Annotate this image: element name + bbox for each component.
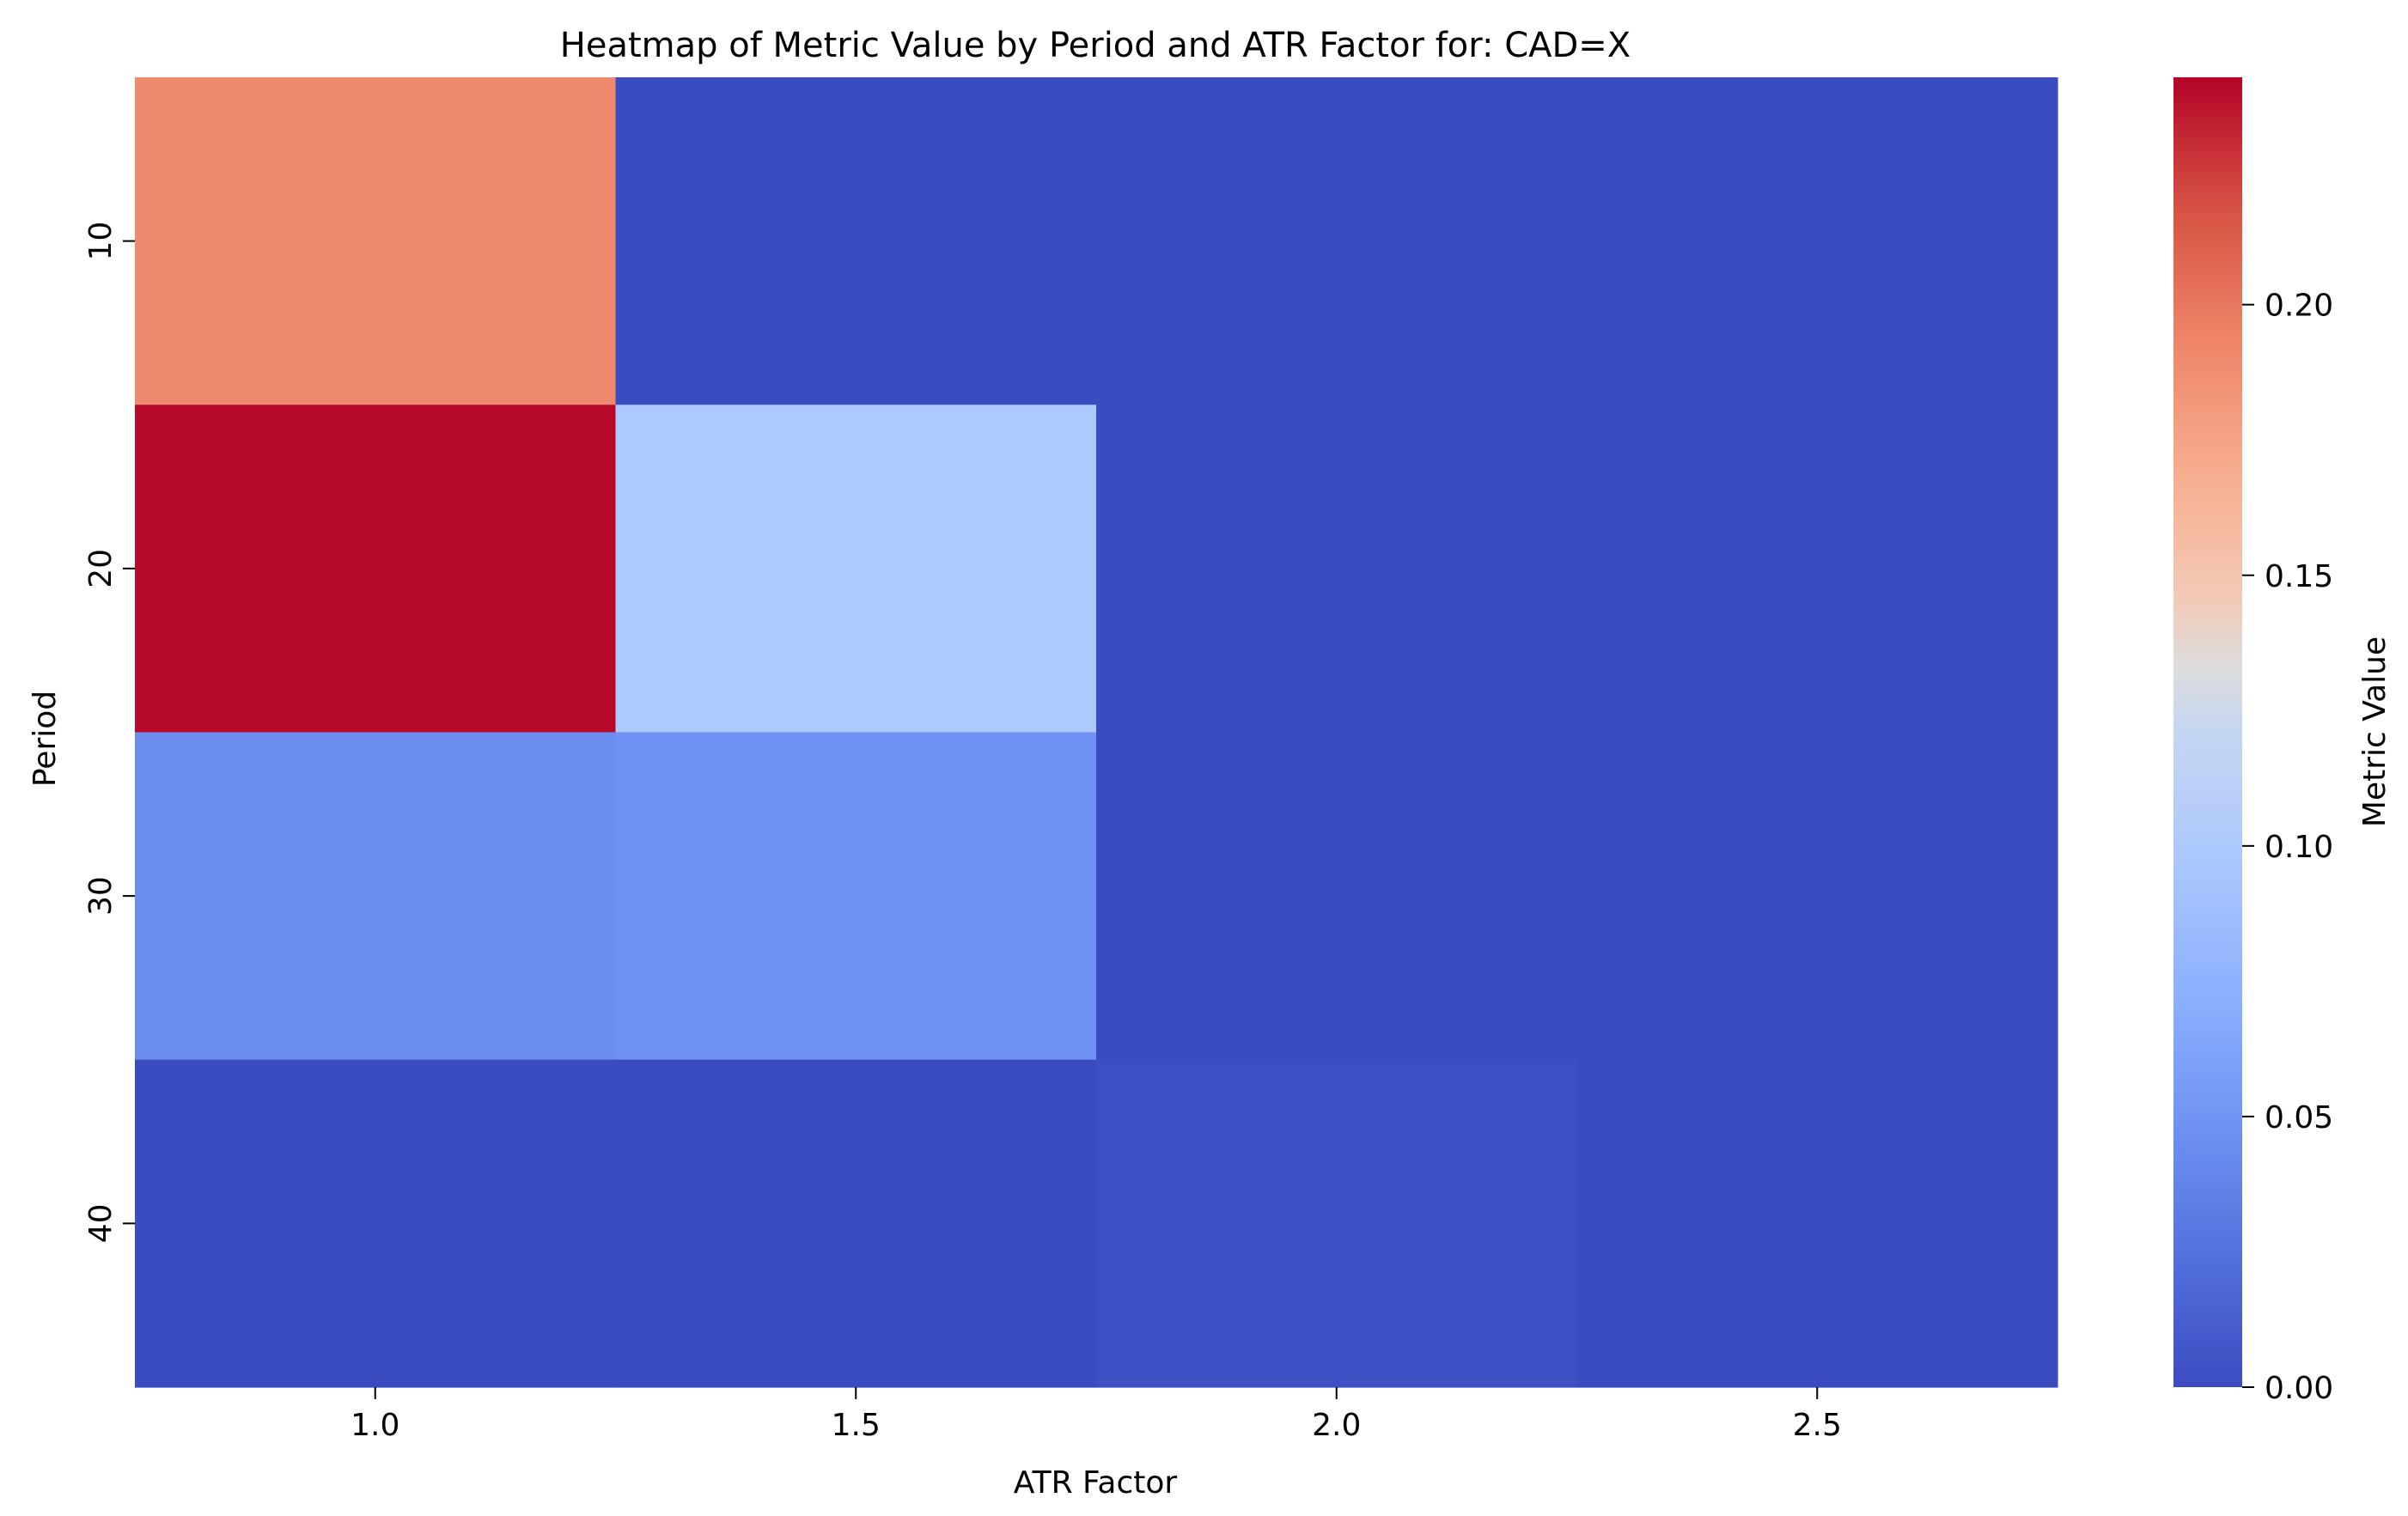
- colorbar: [2173, 77, 2242, 1387]
- colorbar-tick-label: 0.10: [2265, 830, 2333, 865]
- heatmap-cell: [615, 77, 1097, 405]
- y-tick-label: 30: [83, 876, 119, 916]
- x-tick-label: 2.0: [1312, 1408, 1361, 1443]
- y-axis-label: Period: [27, 691, 63, 787]
- heatmap-cell: [1096, 77, 1578, 405]
- colorbar-tick-label: 0.05: [2265, 1100, 2333, 1135]
- heatmap-cell: [1576, 1059, 2058, 1388]
- y-tick-label: 10: [83, 222, 119, 261]
- heatmap-cell: [615, 405, 1097, 734]
- heatmap-cell: [1576, 77, 2058, 405]
- x-axis-ticks: 1.0 1.5 2.0 2.5: [351, 1387, 1842, 1443]
- chart-title: Heatmap of Metric Value by Period and AT…: [560, 26, 1631, 65]
- heatmap-cell: [135, 77, 617, 405]
- heatmap-cell: [1576, 405, 2058, 734]
- colorbar-tick-label: 0.00: [2265, 1371, 2333, 1406]
- heatmap-cell: [615, 732, 1097, 1061]
- x-tick-label: 1.0: [351, 1408, 399, 1443]
- colorbar-ticks: 0.00 0.05 0.10 0.15 0.20: [2242, 289, 2333, 1406]
- heatmap-cell: [135, 732, 617, 1061]
- heatmap-cell: [1576, 732, 2058, 1061]
- x-tick-label: 2.5: [1793, 1408, 1842, 1443]
- x-axis-label: ATR Factor: [1014, 1465, 1178, 1501]
- y-tick-label: 40: [83, 1203, 119, 1243]
- y-axis-ticks: 10 20 30 40: [83, 222, 135, 1243]
- heatmap-cell: [135, 405, 617, 734]
- heatmap-cell: [1096, 405, 1578, 734]
- heatmap-cell: [615, 1059, 1097, 1388]
- colorbar-tick-label: 0.15: [2265, 559, 2333, 594]
- heatmap-cell: [1096, 1059, 1578, 1388]
- colorbar-tick-label: 0.20: [2265, 289, 2333, 324]
- heatmap-cells: [135, 77, 2058, 1388]
- heatmap-cell: [1096, 732, 1578, 1061]
- y-tick-label: 20: [83, 549, 119, 588]
- heatmap-cell: [135, 1059, 617, 1388]
- colorbar-label: Metric Value: [2357, 636, 2393, 827]
- x-tick-label: 1.5: [832, 1408, 881, 1443]
